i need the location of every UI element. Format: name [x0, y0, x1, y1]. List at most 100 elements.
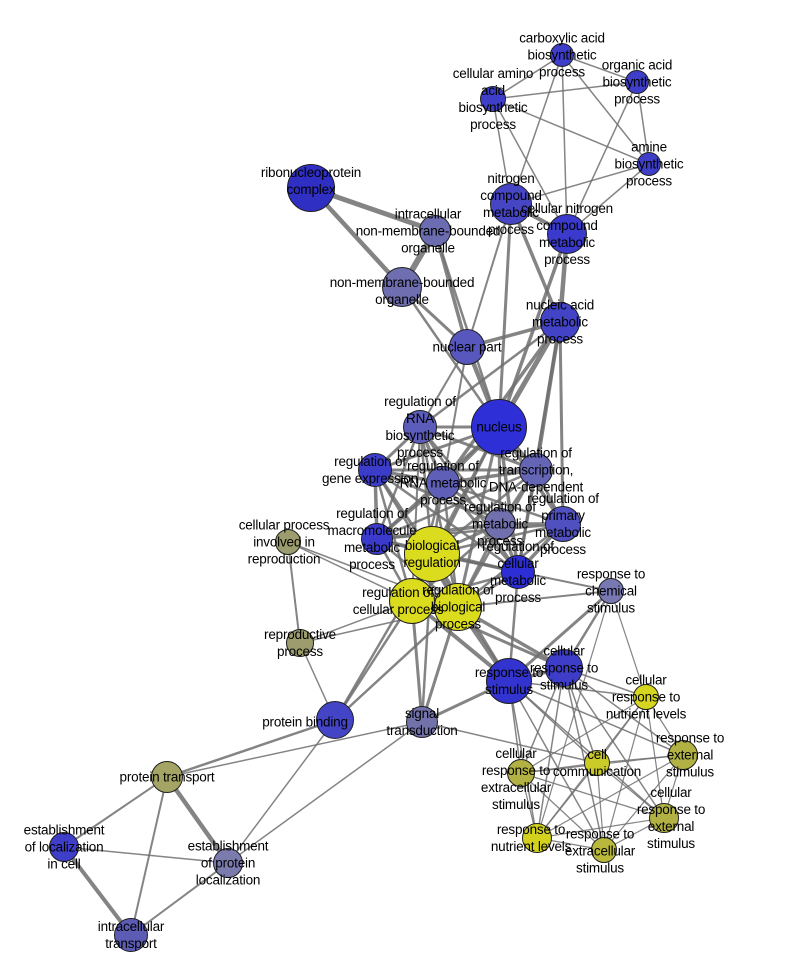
edge-rs-res[interactable] — [508, 680, 684, 756]
edge-caa-cnc[interactable] — [492, 98, 568, 235]
node-crnl[interactable] — [633, 684, 659, 710]
edge-pt-st[interactable] — [166, 721, 423, 778]
node-label-nuc: nucleus — [476, 419, 522, 435]
edge-pt-elc[interactable] — [63, 776, 168, 848]
node-rcs_chem[interactable] — [598, 578, 624, 604]
node-oa[interactable] — [625, 70, 649, 94]
edge-cc-st[interactable] — [421, 721, 598, 764]
edge-oa-am[interactable] — [636, 81, 650, 165]
edge-oa-cnc[interactable] — [566, 81, 638, 235]
edge-cc-rexs[interactable] — [596, 762, 605, 851]
edge-pb-epl[interactable] — [227, 719, 336, 864]
node-pt[interactable] — [151, 761, 183, 793]
edge-rbp-rp[interactable] — [299, 606, 459, 644]
node-elc[interactable] — [49, 832, 79, 862]
edge-epl-it[interactable] — [130, 862, 229, 936]
edge-ca-oa[interactable] — [561, 54, 638, 83]
node-rmp[interactable] — [484, 508, 516, 540]
edge-crs-rnl[interactable] — [536, 667, 565, 839]
edge-crnl-cres[interactable] — [520, 696, 647, 774]
node-crs[interactable] — [545, 649, 583, 687]
node-cc[interactable] — [584, 750, 610, 776]
edge-rcp-pb[interactable] — [333, 600, 414, 721]
edge-rcs_chem-rnl[interactable] — [536, 590, 612, 839]
node-nc[interactable] — [490, 183, 532, 225]
node-rrm[interactable] — [426, 466, 460, 500]
node-caa[interactable] — [480, 86, 506, 112]
node-label-crnl: cellular response to nutrient levels — [605, 672, 687, 722]
node-br[interactable] — [404, 526, 460, 582]
node-cpir[interactable] — [275, 529, 301, 555]
node-inmb[interactable] — [419, 215, 451, 247]
edge-ca-cnc[interactable] — [561, 54, 568, 235]
edge-ca-caa[interactable] — [492, 54, 563, 100]
node-rrb[interactable] — [403, 410, 437, 444]
node-rge[interactable] — [358, 453, 392, 487]
edge-br-st[interactable] — [420, 553, 434, 723]
node-rp[interactable] — [286, 629, 314, 657]
edge-nam-rpm[interactable] — [558, 321, 565, 525]
edge-epl-st[interactable] — [227, 721, 423, 864]
edge-res-rexs[interactable] — [603, 754, 684, 851]
edge-elc-epl[interactable] — [63, 846, 229, 864]
edge-crnl-rexs[interactable] — [603, 696, 647, 851]
node-np[interactable] — [449, 329, 485, 365]
edge-rrb-rtd[interactable] — [419, 425, 537, 472]
node-rcp[interactable] — [389, 578, 435, 624]
node-nam[interactable] — [540, 302, 580, 342]
node-rnl[interactable] — [522, 823, 552, 853]
edge-cres-rexs[interactable] — [520, 772, 605, 851]
node-it[interactable] — [114, 918, 148, 952]
node-nuc[interactable] — [471, 399, 527, 455]
edge-nc-nuc[interactable] — [497, 203, 513, 428]
node-ca[interactable] — [550, 43, 574, 67]
edge-nam-rrb[interactable] — [419, 321, 561, 428]
edge-rrm-rpm[interactable] — [442, 481, 564, 526]
node-label-rmp: regulation of metabolic process — [464, 499, 536, 549]
edge-rpm-rmm[interactable] — [376, 522, 564, 541]
edge-rrb-rmp[interactable] — [419, 426, 501, 525]
edge-pb-pt[interactable] — [166, 718, 336, 779]
edge-crexs-rnl[interactable] — [536, 817, 665, 839]
node-am[interactable] — [637, 152, 661, 176]
node-rcm[interactable] — [501, 555, 535, 589]
edge-ca-nc[interactable] — [510, 54, 563, 205]
edge-rcs_chem-crnl[interactable] — [610, 590, 647, 698]
node-rpm[interactable] — [545, 506, 581, 542]
node-cres[interactable] — [507, 759, 535, 787]
node-rnp[interactable] — [287, 164, 335, 212]
node-rtd[interactable] — [519, 453, 553, 487]
node-cnc[interactable] — [547, 214, 587, 254]
edge-oa-caa[interactable] — [492, 81, 638, 100]
edge-cc-rnl[interactable] — [536, 762, 598, 839]
edge-rbp-pb[interactable] — [334, 606, 459, 721]
node-st[interactable] — [406, 706, 438, 738]
edge-elc-it[interactable] — [62, 845, 133, 937]
node-label-rs: response to stimulus — [474, 665, 544, 697]
node-crexs[interactable] — [649, 803, 679, 833]
edge-rs-rexs[interactable] — [508, 680, 605, 851]
node-epl[interactable] — [213, 848, 243, 878]
node-pb[interactable] — [316, 701, 354, 739]
edge-rbp-rcs_chem[interactable] — [457, 590, 612, 608]
node-label-inmb: intracellular non-membrane-bounded organ… — [355, 206, 501, 256]
edge-caa-am[interactable] — [492, 98, 650, 165]
node-rbp[interactable] — [434, 583, 482, 631]
node-nmb[interactable] — [382, 267, 422, 307]
edge-nc-nam[interactable] — [509, 203, 562, 323]
node-rs[interactable] — [486, 658, 532, 704]
edge-nc-np[interactable] — [466, 203, 512, 348]
edge-am-nc[interactable] — [510, 163, 650, 205]
edge-pt-epl[interactable] — [165, 775, 230, 865]
edge-res-rnl[interactable] — [536, 754, 684, 839]
edge-ca-am[interactable] — [561, 54, 650, 165]
edge-rs-crexs[interactable] — [508, 680, 665, 819]
edge-cpir-rp[interactable] — [287, 541, 301, 644]
edge-rrb-rmm[interactable] — [375, 426, 422, 540]
node-rexs[interactable] — [591, 837, 617, 863]
node-rmm[interactable] — [361, 523, 393, 555]
node-res[interactable] — [668, 740, 698, 770]
edge-cres-crexs[interactable] — [520, 772, 665, 819]
